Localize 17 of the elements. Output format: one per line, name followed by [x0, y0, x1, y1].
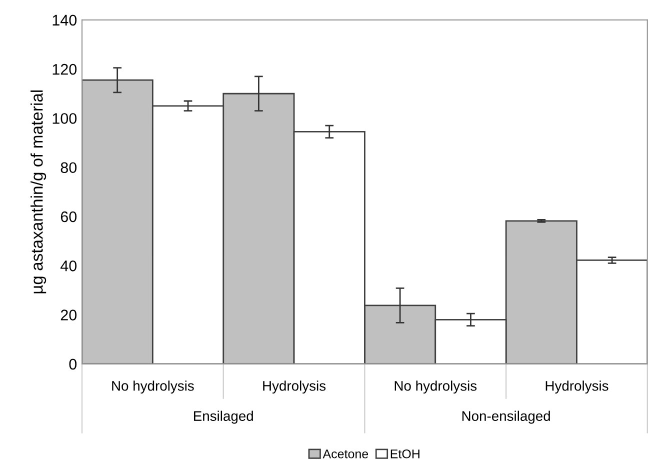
x-tick-label: Hydrolysis: [546, 380, 608, 394]
text: Ensilaged: [194, 410, 253, 424]
x-tick-label: Hydrolysis: [263, 380, 326, 394]
legend-label: EtOH: [390, 449, 420, 458]
x-tick-label: No hydrolysis: [112, 380, 194, 394]
y-tick-label: 80: [60, 162, 77, 174]
y-axis-title: µg astaxanthin/g of material: [30, 90, 46, 294]
y-tick-label: 0: [69, 358, 77, 370]
y-tick-label: 40: [60, 260, 77, 272]
y-tick-label: 20: [60, 310, 77, 320]
y-tick-label: 120: [52, 64, 77, 75]
y-tick-label: 60: [60, 211, 77, 222]
y-tick-label: 140: [52, 14, 77, 26]
legend-label: Acetone: [322, 450, 368, 458]
text: Non-ensilaged: [462, 410, 550, 424]
y-tick-label: 100: [52, 113, 77, 124]
x-tick-label: No hydrolysis: [394, 380, 477, 394]
